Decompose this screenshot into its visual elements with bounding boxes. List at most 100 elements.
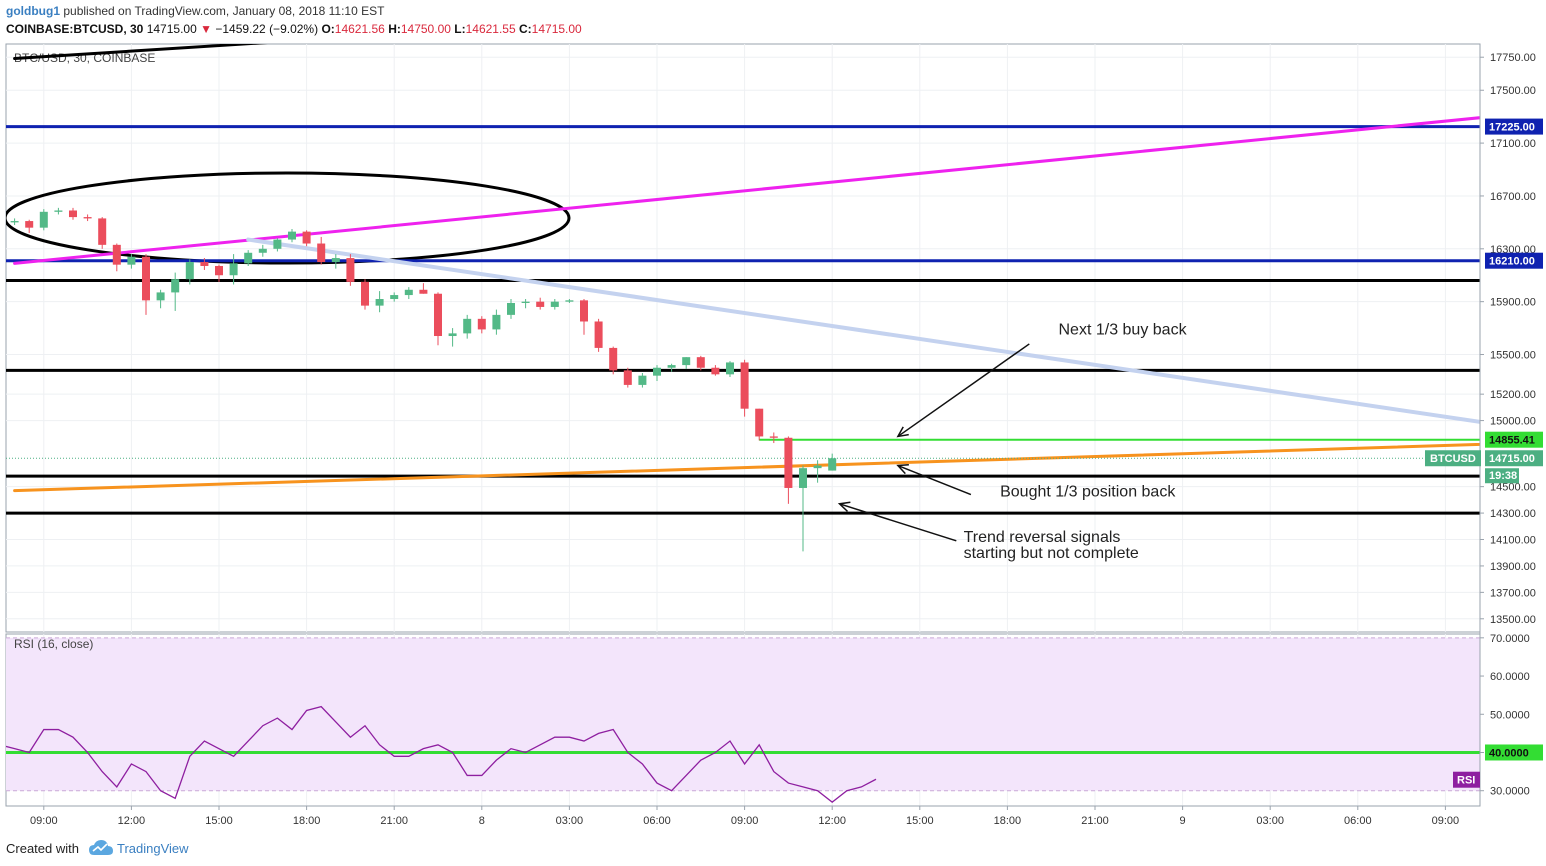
candle-body [54,210,63,212]
candle [653,365,661,381]
level-price-label: 16210.00 [1489,256,1535,268]
candle-body [521,301,530,303]
chart-title: BTC/USD, 30, COINBASE [14,51,155,65]
rsi-band [6,637,1480,791]
candle [390,292,399,302]
author-link[interactable]: goldbug1 [6,4,60,18]
low-value: 14621.55 [465,22,516,36]
candle-body [127,256,136,265]
level-price-tag [1485,118,1543,135]
candle [813,460,822,483]
candle-body [185,262,194,280]
time-tick-label: 15:00 [906,815,934,827]
candle-body [404,289,413,296]
candle [200,258,209,270]
candle [755,408,764,441]
candle-body [667,365,676,368]
rsi-badge [1453,771,1480,788]
publish-line: goldbug1 published on TradingView.com, J… [6,4,384,18]
candle-body [419,289,428,294]
ohlc-line: COINBASE:BTCUSD, 30 14715.00 ▼ −1459.22 … [6,22,582,36]
symbol-label[interactable]: COINBASE:BTCUSD, 30 [6,22,144,36]
candle-body [594,321,603,348]
candle-body [828,458,837,471]
candle-body [39,211,48,228]
level-price-label: 14855.41 [1489,435,1535,447]
countdown-tag [1485,468,1519,484]
time-tick-label: 06:00 [643,815,671,827]
candle [609,346,618,375]
time-tick-label: 09:00 [1432,815,1460,827]
candle-body [171,279,180,293]
candle-body [69,210,77,218]
price-axis: 17750.0017500.0017100.0016700.0016300.00… [1425,44,1543,806]
candle-body [229,263,238,276]
price-chart[interactable]: BTC/USD, 30, COINBASE Next 1/3 buy back Bo… [0,42,1546,832]
candle [112,243,121,272]
candle [215,264,223,282]
tradingview-cloud-icon [89,840,113,855]
time-tick-label: 18:00 [994,815,1022,827]
time-axis: 09:00 12:00 15:00 18:00 21:00 8 03:00 06:00 09:0… [6,805,1480,827]
price-tick-label: 13500.00 [1490,614,1536,626]
rsi-tick-label: 60.0000 [1490,671,1530,683]
candle-body [653,367,661,376]
candle [536,297,545,310]
tradingview-link[interactable]: TradingView [117,841,189,856]
candle [667,363,676,372]
candle [404,287,413,300]
candle-body [755,408,764,437]
candle-body [317,243,326,263]
publish-info: published on TradingView.com, January 08… [63,4,385,18]
price-tick-label: 14300.00 [1490,508,1536,520]
candle [696,355,705,371]
candle [623,367,632,388]
candle-body [215,265,223,276]
candle [828,453,837,471]
countdown-label: 19:38 [1489,470,1517,482]
rsi-tick-label: 70.0000 [1490,633,1530,645]
candle [142,254,150,315]
candle-body [477,318,486,330]
time-tick-label: 15:00 [205,815,233,827]
trendline-magenta [13,116,1480,265]
annotation-arrow [897,343,1030,438]
candle [54,207,63,215]
price-tick-label: 14100.00 [1490,535,1536,547]
candle-body [492,314,501,330]
time-tick-label: 06:00 [1344,815,1372,827]
time-tick-label: 09:00 [30,815,58,827]
candle [69,207,77,220]
annotation-label: Trend reversal signals [964,529,1121,546]
candle-body [550,301,559,307]
annotation-arrow [897,464,972,496]
price-change: −1459.22 (−9.02%) [215,22,319,36]
candle-body [565,300,574,302]
low-label: L: [454,22,466,36]
candle-body [623,370,632,385]
candle-body [302,231,311,244]
time-tick-label: 09:00 [731,815,759,827]
annotation-arrowhead [837,501,851,512]
high-label: H: [388,22,401,36]
trendline-light-blue [246,237,1480,424]
rsi-title: RSI (16, close) [14,637,93,651]
candle [565,299,574,303]
candle [229,254,238,285]
candle-body [784,437,793,488]
candle [434,292,442,346]
annotation-label: starting but not complete [964,545,1139,562]
last-price: 14715.00 [146,22,197,36]
last-price-tag [1485,450,1543,467]
candle-body [98,218,107,245]
price-tick-label: 17750.00 [1490,52,1536,64]
rsi-tick-label: 30.0000 [1490,786,1530,798]
candle [375,291,384,313]
candle-body [580,300,588,322]
rsi-badge-label: RSI [1457,775,1475,787]
price-tick-label: 13700.00 [1490,587,1536,599]
candle [419,283,428,294]
candle [507,299,515,319]
candle [346,254,355,286]
candle-body [696,357,705,368]
